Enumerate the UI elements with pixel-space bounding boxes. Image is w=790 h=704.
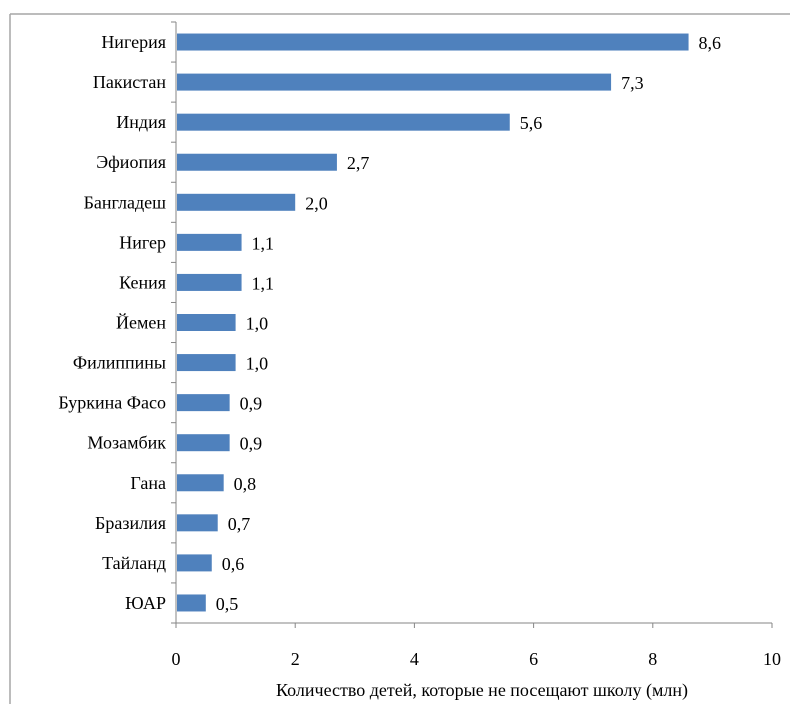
x-tick-label-5: 10	[763, 649, 781, 669]
category-label-9: Буркина Фасо	[58, 393, 166, 413]
bar-8	[177, 354, 236, 372]
axes	[171, 21, 773, 628]
x-tick-label-1: 2	[291, 649, 300, 669]
bar-9	[177, 394, 230, 412]
bar-13	[177, 554, 212, 572]
x-tick-label-2: 4	[410, 649, 419, 669]
x-axis-label: Количество детей, которые не посещают шк…	[276, 680, 688, 701]
bar-7	[177, 314, 236, 331]
value-label-11: 0,8	[234, 474, 257, 494]
category-label-11: Гана	[130, 473, 166, 493]
category-label-14: ЮАР	[125, 593, 166, 613]
value-label-6: 1,1	[252, 273, 275, 293]
category-labels: Нигерия Пакистан Индия Эфиопия Бангладеш Ниге…	[58, 32, 166, 613]
value-label-12: 0,7	[228, 514, 251, 534]
category-label-3: Эфиопия	[96, 152, 166, 172]
value-label-3: 2,7	[347, 153, 370, 173]
category-label-5: Нигер	[119, 232, 166, 252]
category-label-0: Нигерия	[101, 32, 166, 52]
bar-11	[177, 474, 224, 492]
x-tick-label-0: 0	[172, 649, 181, 669]
value-label-5: 1,1	[252, 233, 275, 253]
x-tick-labels: 0 2 4 6 8 10	[172, 649, 782, 669]
category-label-1: Пакистан	[93, 72, 166, 92]
value-label-1: 7,3	[621, 73, 644, 93]
bars-group	[177, 33, 689, 612]
value-label-0: 8,6	[699, 33, 722, 53]
x-tick-label-4: 8	[648, 649, 657, 669]
value-label-13: 0,6	[222, 554, 245, 574]
bar-6	[177, 273, 242, 291]
bar-0	[177, 33, 689, 51]
category-label-2: Индия	[116, 112, 166, 132]
category-label-4: Бангладеш	[84, 192, 167, 212]
x-tick-label-3: 6	[529, 649, 538, 669]
bar-12	[177, 514, 218, 532]
value-label-8: 1,0	[246, 354, 269, 374]
value-label-4: 2,0	[305, 193, 328, 213]
bar-10	[177, 434, 230, 452]
category-label-8: Филиппины	[73, 353, 166, 373]
category-label-13: Тайланд	[102, 553, 166, 573]
category-label-6: Кения	[119, 272, 166, 292]
bar-5	[177, 233, 242, 251]
bar-3	[177, 153, 337, 171]
value-label-7: 1,0	[246, 314, 269, 334]
value-label-9: 0,9	[240, 394, 263, 414]
value-label-10: 0,9	[240, 434, 263, 454]
value-labels: 8,6 7,3 5,6 2,7 2,0 1,1 1,1 1,0 1,0 0,9 0,9 0,8 0,7 0…	[216, 33, 721, 614]
bar-4	[177, 193, 296, 211]
bar-14	[177, 594, 206, 612]
value-label-2: 5,6	[520, 113, 543, 133]
category-label-10: Мозамбик	[87, 433, 166, 453]
category-label-12: Бразилия	[95, 513, 166, 533]
value-label-14: 0,5	[216, 594, 239, 614]
bar-2	[177, 113, 510, 131]
bar-1	[177, 73, 612, 91]
category-label-7: Йемен	[116, 313, 166, 333]
